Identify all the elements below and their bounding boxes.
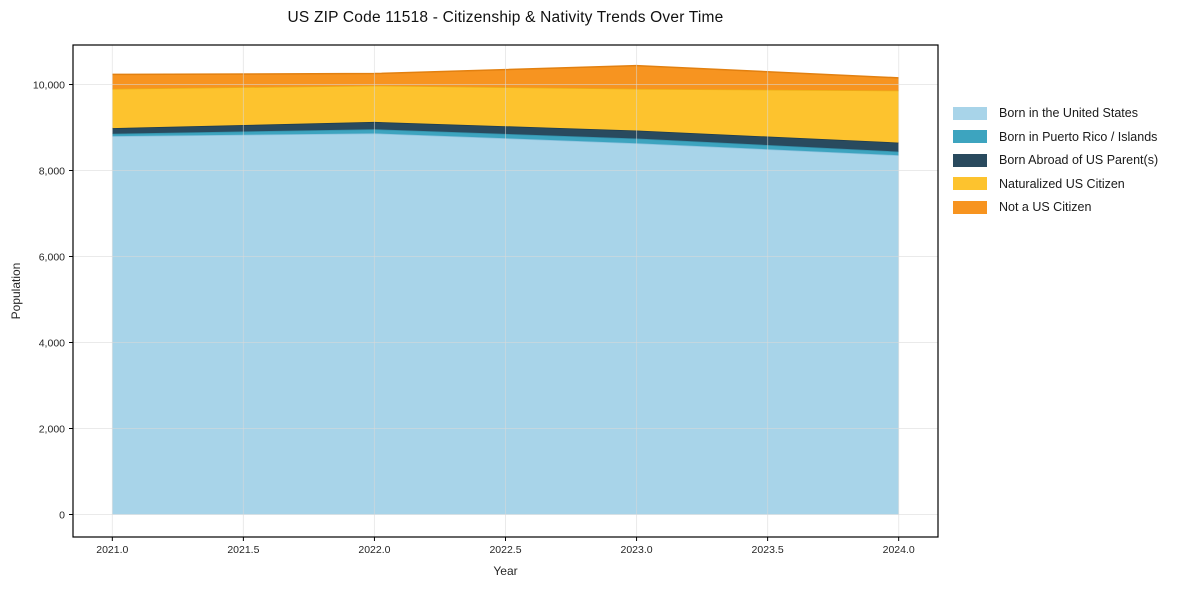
y-tick-label: 10,000 (33, 79, 65, 91)
x-tick-label: 2022.0 (358, 544, 390, 556)
legend-item-born-in-pr-islands: Born in Puerto Rico / Islands (953, 130, 1158, 144)
legend-swatch-born-abroad (953, 153, 987, 167)
y-tick-label: 2,000 (39, 423, 65, 435)
legend-item-not-citizen: Not a US Citizen (953, 200, 1158, 214)
x-tick-label: 2024.0 (883, 544, 915, 556)
legend-swatch-born-in-us (953, 106, 987, 120)
legend-label: Born in Puerto Rico / Islands (999, 129, 1158, 144)
legend-item-born-abroad: Born Abroad of US Parent(s) (953, 153, 1158, 167)
x-axis-label: Year (493, 564, 518, 578)
legend-label: Born Abroad of US Parent(s) (999, 153, 1159, 167)
x-tick-label: 2022.5 (489, 544, 521, 556)
legend-label: Born in the United States (999, 106, 1138, 120)
area-born-abroad (112, 121, 899, 152)
legend-label: Naturalized US Citizen (999, 176, 1125, 191)
chart-title: US ZIP Code 11518 - Citizenship & Nativi… (287, 9, 724, 26)
legend: Born in the United States Born in Puerto … (953, 106, 1158, 214)
legend-swatch-not-citizen (953, 200, 987, 214)
legend-swatch-naturalized (953, 177, 987, 190)
x-tick-label: 2021.0 (96, 544, 128, 556)
y-tick-label: 4,000 (39, 337, 65, 349)
legend-item-naturalized: Naturalized US Citizen (953, 177, 1158, 191)
y-tick-label: 0 (59, 509, 65, 521)
y-axis-label: Population (9, 262, 23, 320)
legend-label: Not a US Citizen (999, 200, 1092, 214)
y-tick-label: 8,000 (39, 165, 65, 177)
legend-item-born-in-us: Born in the United States (953, 106, 1158, 120)
x-tick-label: 2021.5 (227, 544, 259, 556)
legend-swatch-born-in-pr-islands (953, 130, 987, 143)
x-tick-label: 2023.0 (620, 544, 652, 556)
y-tick-label: 6,000 (39, 251, 65, 263)
x-tick-label: 2023.5 (752, 544, 784, 556)
